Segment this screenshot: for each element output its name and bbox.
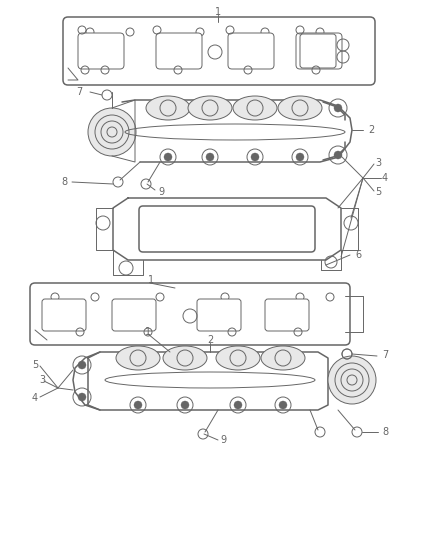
Text: 3: 3 [39,375,45,385]
Circle shape [78,361,86,369]
Circle shape [78,393,86,401]
Circle shape [206,153,214,161]
Ellipse shape [163,346,207,370]
Ellipse shape [188,96,232,120]
Circle shape [88,108,136,156]
FancyBboxPatch shape [139,206,315,252]
Text: 4: 4 [382,173,388,183]
Text: 4: 4 [32,393,38,403]
FancyBboxPatch shape [78,33,124,69]
Text: 2: 2 [368,125,374,135]
FancyBboxPatch shape [265,299,309,331]
Ellipse shape [278,96,322,120]
Circle shape [328,356,376,404]
Circle shape [334,104,342,112]
FancyBboxPatch shape [63,17,375,85]
Ellipse shape [261,346,305,370]
Ellipse shape [146,96,190,120]
Text: 8: 8 [62,177,68,187]
Text: 7: 7 [382,350,388,360]
Ellipse shape [216,346,260,370]
Text: 7: 7 [76,87,82,97]
Text: 1: 1 [145,327,151,337]
Circle shape [181,401,189,409]
Text: 1: 1 [215,7,221,17]
Circle shape [279,401,287,409]
Text: 9: 9 [220,435,226,445]
Text: 5: 5 [32,360,38,370]
Circle shape [134,401,142,409]
FancyBboxPatch shape [156,33,202,69]
Text: 1: 1 [148,275,154,285]
Text: 9: 9 [158,187,164,197]
FancyBboxPatch shape [30,283,350,345]
Ellipse shape [233,96,277,120]
Circle shape [251,153,259,161]
Text: 8: 8 [382,427,388,437]
Text: 5: 5 [375,187,381,197]
Text: 2: 2 [207,335,213,345]
Circle shape [234,401,242,409]
Ellipse shape [116,346,160,370]
Circle shape [296,153,304,161]
Circle shape [334,151,342,159]
Text: 3: 3 [375,158,381,168]
FancyBboxPatch shape [296,33,342,69]
Circle shape [164,153,172,161]
FancyBboxPatch shape [197,299,241,331]
FancyBboxPatch shape [112,299,156,331]
FancyBboxPatch shape [228,33,274,69]
FancyBboxPatch shape [300,34,336,68]
FancyBboxPatch shape [42,299,86,331]
Text: 6: 6 [355,250,361,260]
